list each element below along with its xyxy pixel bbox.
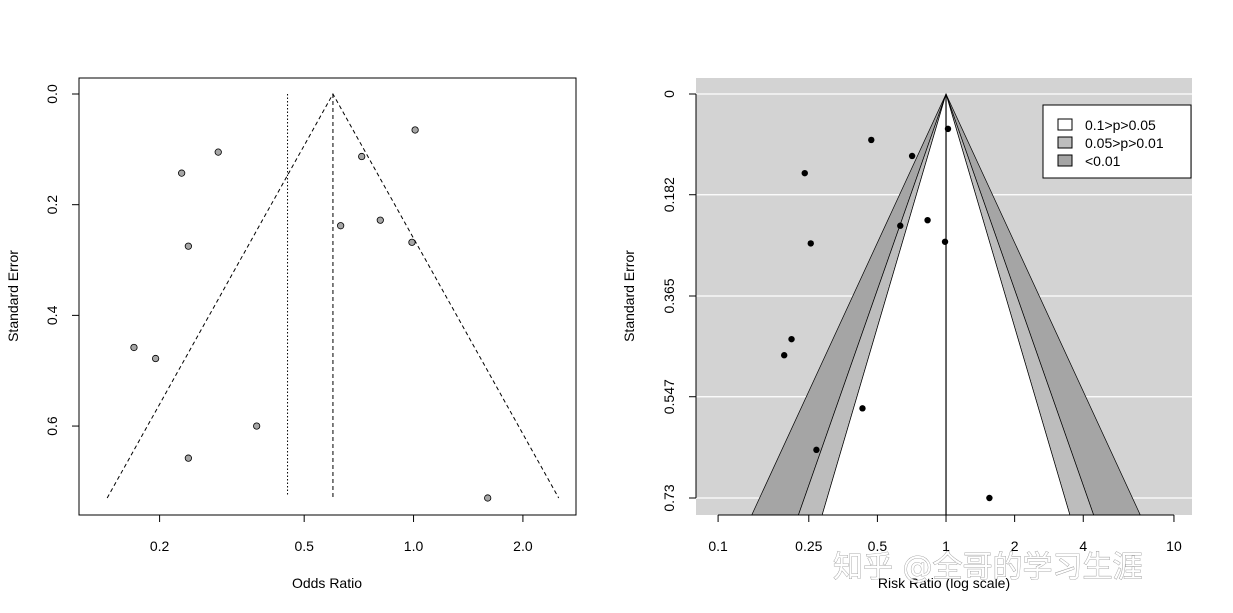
right-point-1 bbox=[868, 136, 875, 144]
legend-label-1: 0.05>p>0.01 bbox=[1085, 135, 1164, 151]
right-y-axis-label: Standard Error bbox=[621, 250, 637, 342]
right-point-6 bbox=[807, 240, 814, 247]
left-point-8 bbox=[130, 343, 138, 352]
left-y-tick-label-0: 0.0 bbox=[44, 84, 60, 104]
right-point-5 bbox=[897, 222, 904, 229]
right-x-tick-label-2: 0.5 bbox=[868, 538, 888, 554]
right-y-tick-label-3: 0.547 bbox=[661, 379, 677, 414]
legend-swatch-0 bbox=[1057, 118, 1073, 131]
right-point-11 bbox=[813, 446, 820, 454]
legend-label-0: 0.1>p>0.05 bbox=[1085, 117, 1156, 133]
left-x-tick-label-2: 1.0 bbox=[404, 538, 424, 554]
left-plot-frame bbox=[78, 77, 577, 516]
left-point-10 bbox=[253, 422, 261, 430]
left-point-0 bbox=[411, 126, 419, 134]
right-contour-funnel-plot: 0.1 0.25 0.5 1 2 4 10 0 0.182 0.365 0.547 0.73 Risk… bbox=[621, 78, 1192, 591]
right-point-7 bbox=[941, 238, 949, 245]
right-y-tick-label-2: 0.365 bbox=[661, 278, 677, 313]
right-point-8 bbox=[788, 335, 795, 343]
watermark: 知乎 @全哥的学习生涯 bbox=[833, 550, 1143, 585]
left-x-tick-label-1: 0.5 bbox=[294, 538, 314, 554]
right-x-tick-label-4: 2 bbox=[1011, 538, 1019, 554]
right-x-tick-label-5: 4 bbox=[1079, 538, 1087, 554]
left-x-tick-label-3: 2.0 bbox=[513, 538, 533, 554]
left-plot-marks bbox=[106, 92, 560, 502]
left-point-11 bbox=[184, 454, 192, 462]
right-x-tick-label-0: 0.1 bbox=[708, 538, 728, 554]
left-x-axis-label: Odds Ratio bbox=[292, 575, 362, 591]
left-y-axis-label: Standard Error bbox=[5, 250, 21, 342]
left-axes: 0.2 0.5 1.0 2.0 0.0 0.2 0.4 0.6 bbox=[44, 84, 533, 554]
left-point-5 bbox=[337, 222, 345, 230]
right-plot-marks bbox=[780, 94, 993, 515]
legend: 0.1>p>0.05 0.05>p>0.01 <0.01 bbox=[1042, 104, 1192, 179]
right-y-tick-label-1: 0.182 bbox=[661, 177, 677, 212]
left-point-7 bbox=[408, 238, 416, 246]
right-point-12 bbox=[986, 494, 993, 502]
left-point-6 bbox=[184, 242, 192, 250]
left-y-tick-label-2: 0.4 bbox=[44, 305, 60, 325]
left-y-tick-label-1: 0.2 bbox=[44, 195, 60, 215]
left-y-tick-label-3: 0.6 bbox=[44, 416, 60, 436]
right-y-tick-label-4: 0.73 bbox=[661, 484, 677, 511]
right-point-10 bbox=[859, 405, 866, 412]
right-x-tick-label-1: 0.25 bbox=[795, 538, 822, 554]
right-axes: 0.1 0.25 0.5 1 2 4 10 0 0.182 0.365 0.547 0.73 bbox=[661, 90, 1182, 554]
left-point-4 bbox=[376, 216, 384, 224]
left-point-1 bbox=[214, 148, 222, 156]
right-x-axis-label: Risk Ratio (log scale) bbox=[878, 575, 1010, 591]
legend-swatch-1 bbox=[1057, 136, 1073, 149]
left-point-9 bbox=[152, 354, 160, 363]
left-point-3 bbox=[178, 169, 186, 177]
right-point-2 bbox=[908, 152, 916, 160]
right-point-3 bbox=[801, 169, 808, 177]
legend-swatch-2 bbox=[1057, 154, 1073, 167]
left-point-12 bbox=[484, 494, 492, 502]
right-point-4 bbox=[924, 216, 931, 224]
right-x-tick-label-6: 10 bbox=[1166, 538, 1182, 554]
left-point-2 bbox=[358, 152, 366, 161]
legend-label-2: <0.01 bbox=[1085, 153, 1121, 169]
left-x-tick-label-0: 0.2 bbox=[150, 538, 170, 554]
right-point-9 bbox=[780, 352, 788, 359]
right-x-tick-label-3: 1 bbox=[942, 538, 950, 554]
right-y-tick-label-0: 0 bbox=[661, 90, 677, 98]
right-point-0 bbox=[944, 125, 952, 133]
left-funnel-plot: 0.2 0.5 1.0 2.0 0.0 0.2 0.4 0.6 Odds Ratio Stan… bbox=[5, 77, 577, 591]
